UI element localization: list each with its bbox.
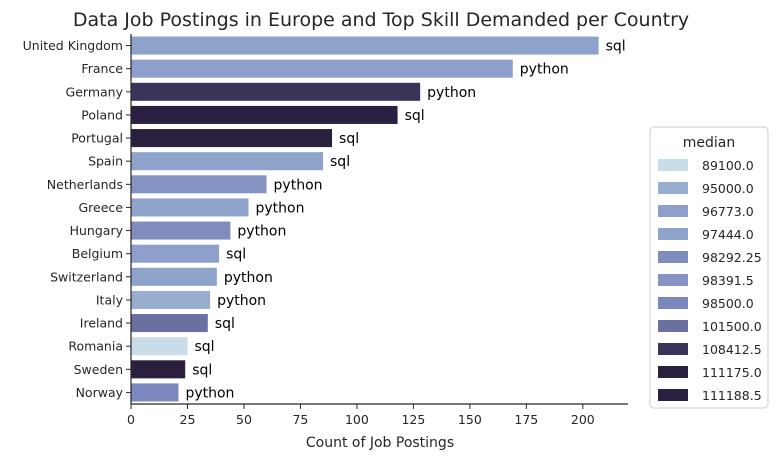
legend-entry-label: 108412.5 [702, 342, 762, 357]
legend-entry-label: 111188.5 [702, 388, 762, 403]
bar-portugal [131, 129, 333, 148]
legend-title: median [683, 135, 735, 151]
bar-sweden-skill-label: sql [192, 362, 212, 378]
x-tick-label: 100 [345, 412, 369, 427]
legend-swatch [658, 343, 688, 355]
bar-switzerland-skill-label: python [224, 270, 273, 286]
y-tick-label: France [81, 61, 123, 76]
legend-swatch [658, 182, 688, 194]
bar-portugal-skill-label: sql [339, 131, 359, 147]
y-tick-label: Switzerland [50, 269, 123, 284]
legend-entry-label: 95000.0 [702, 181, 754, 196]
y-tick-label: Norway [76, 385, 124, 400]
bar-france [131, 59, 513, 78]
legend-entry-label: 98292.25 [702, 250, 762, 265]
bar-poland [131, 105, 398, 124]
legend-swatch [658, 205, 688, 217]
bar-spain [131, 152, 324, 171]
y-tick-label: Hungary [70, 223, 124, 238]
legend-entry-label: 96773.0 [702, 204, 754, 219]
chart-title: Data Job Postings in Europe and Top Skil… [73, 9, 689, 31]
y-tick-label: Ireland [80, 316, 123, 331]
bar-united-kingdom-skill-label: sql [606, 39, 626, 55]
x-tick-label: 150 [458, 412, 482, 427]
legend-entry-label: 111175.0 [702, 365, 762, 380]
y-tick-label: Spain [88, 154, 123, 169]
legend-entry-label: 98391.5 [702, 273, 754, 288]
bar-hungary-skill-label: python [237, 224, 286, 240]
legend-entry-label: 89100.0 [702, 158, 754, 173]
legend-swatch [658, 228, 688, 240]
bar-germany [131, 82, 421, 101]
bar-netherlands-skill-label: python [274, 177, 323, 193]
x-tick-label: 50 [236, 412, 252, 427]
legend: median 89100.0 95000.0 96773.0 97444.0 98292.… [649, 126, 769, 409]
bar-romania [131, 337, 188, 356]
bar-switzerland [131, 267, 217, 286]
bar-italy [131, 290, 211, 309]
legend-swatch [658, 274, 688, 286]
bar-germany-skill-label: python [427, 85, 476, 101]
bar-norway-skill-label: python [185, 385, 234, 401]
legend-swatch [658, 320, 688, 332]
x-tick-label: 125 [401, 412, 425, 427]
legend-swatch [658, 366, 688, 378]
x-tick-label: 175 [514, 412, 538, 427]
bar-norway [131, 383, 179, 402]
legend-swatch [658, 251, 688, 263]
bar-ireland-skill-label: sql [215, 316, 235, 332]
bar-italy-skill-label: python [217, 293, 266, 309]
x-tick-label: 75 [292, 412, 308, 427]
legend-swatch [658, 389, 688, 401]
bars-layer: sqlpythonpythonsqlsqlsqlpythonpythonpyth… [131, 36, 626, 402]
legend-frame [649, 126, 769, 409]
y-tick-label: Romania [68, 339, 123, 354]
bar-sweden [131, 360, 186, 379]
x-tick-label: 0 [127, 412, 135, 427]
legend-swatch [658, 159, 688, 171]
y-tick-label: Poland [81, 107, 123, 122]
bar-belgium-skill-label: sql [226, 247, 246, 263]
legend-entry-label: 101500.0 [702, 319, 762, 334]
x-axis-label: Count of Job Postings [306, 435, 454, 451]
bar-ireland [131, 314, 208, 333]
legend-entry-label: 97444.0 [702, 227, 754, 242]
bar-spain-skill-label: sql [330, 154, 350, 170]
bar-france-skill-label: python [520, 62, 569, 78]
bar-poland-skill-label: sql [405, 108, 425, 124]
y-tick-label: Netherlands [47, 177, 123, 192]
legend-swatch [658, 297, 688, 309]
y-tick-label: Greece [79, 200, 124, 215]
y-tick-label: Belgium [72, 246, 123, 261]
axes-layer: United Kingdom France Germany Poland Portuga… [23, 34, 628, 427]
y-tick-label: United Kingdom [23, 38, 123, 53]
y-tick-label: Germany [66, 84, 124, 99]
y-tick-label: Italy [96, 292, 124, 307]
y-tick-label: Sweden [74, 362, 123, 377]
x-tick-label: 200 [571, 412, 595, 427]
bar-belgium [131, 244, 220, 263]
bar-greece-skill-label: python [255, 200, 304, 216]
y-tick-label: Portugal [71, 131, 123, 146]
bar-hungary [131, 221, 231, 240]
bar-netherlands [131, 175, 267, 194]
bar-united-kingdom [131, 36, 599, 55]
bar-romania-skill-label: sql [194, 339, 214, 355]
bar-greece [131, 198, 249, 217]
x-tick-label: 25 [180, 412, 196, 427]
legend-entry-label: 98500.0 [702, 296, 754, 311]
